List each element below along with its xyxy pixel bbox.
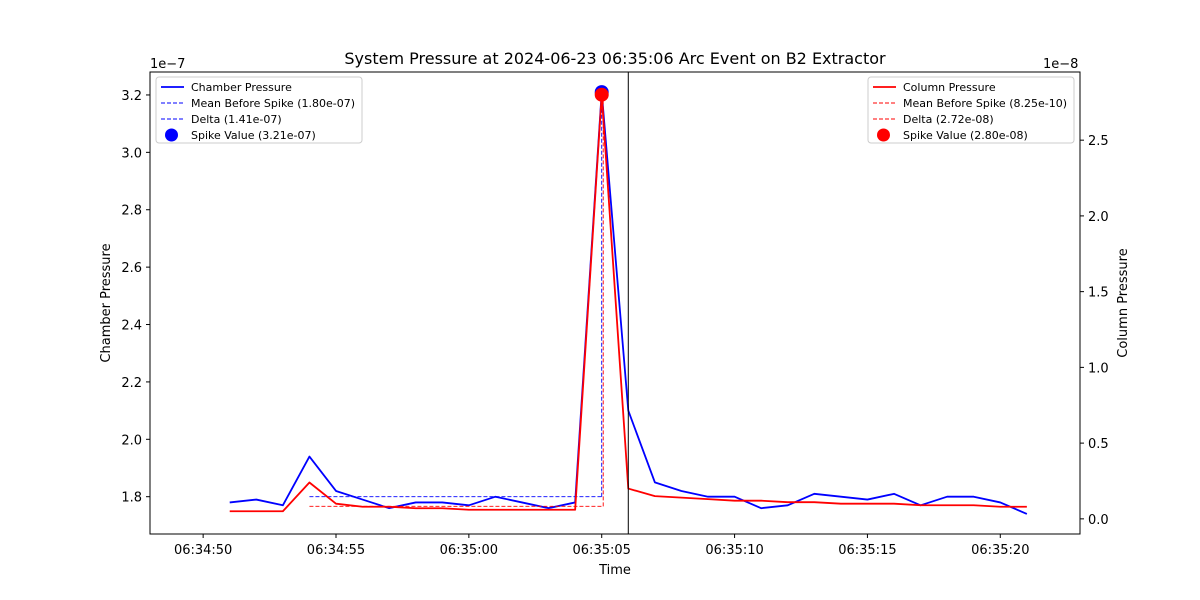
y-axis-right-label: Column Pressure (1116, 248, 1131, 357)
chamber-legend-label: Spike Value (3.21e-07) (191, 129, 316, 142)
chamber-legend-label: Chamber Pressure (191, 81, 292, 94)
y-axis-right-offset: 1e−8 (1043, 57, 1078, 72)
y-right-tick-label: 0.5 (1088, 437, 1109, 452)
chamber-legend-box (155, 76, 363, 144)
chart-data-layer (229, 72, 1028, 534)
y-axis-right: 0.0 0.5 1.0 1.5 2.0 2.5 (1080, 134, 1109, 528)
chart-title: System Pressure at 2024-06-23 06:35:06 A… (344, 49, 886, 68)
column-legend-label: Delta (2.72e-08) (903, 113, 994, 126)
plot-frame (149, 71, 1081, 535)
column-legend-box (867, 76, 1075, 144)
y-left-tick-label: 2.8 (121, 204, 142, 219)
x-tick-label: 06:35:05 (573, 543, 631, 558)
y-right-tick-label: 1.5 (1088, 286, 1109, 301)
column-spike-marker (594, 87, 609, 102)
y-axis-left-label: Chamber Pressure (99, 243, 114, 362)
chamber-legend-label: Delta (1.41e-07) (191, 113, 282, 126)
legend-chamber: Chamber Pressure Mean Before Spike (1.80e… (155, 76, 363, 144)
y-axis-left: 1.8 2.0 2.2 2.4 2.6 2.8 3.0 3.2 (121, 89, 150, 506)
y-left-tick-label: 2.6 (121, 261, 142, 276)
column-legend-label: Column Pressure (903, 81, 996, 94)
y-left-tick-label: 2.0 (121, 433, 142, 448)
y-left-tick-label: 2.4 (121, 319, 142, 334)
column-legend-label: Spike Value (2.80e-08) (903, 129, 1028, 142)
x-tick-label: 06:35:00 (440, 543, 498, 558)
y-left-tick-label: 1.8 (121, 491, 142, 506)
x-tick-label: 06:35:10 (705, 543, 763, 558)
y-left-tick-label: 3.0 (121, 146, 142, 161)
x-axis-label: Time (598, 563, 631, 578)
y-left-tick-label: 2.2 (121, 376, 142, 391)
x-tick-label: 06:34:50 (174, 543, 232, 558)
y-left-tick-label: 3.2 (121, 89, 142, 104)
column-legend-marker-handle (877, 128, 890, 142)
x-tick-label: 06:35:15 (838, 543, 896, 558)
column-legend-label: Mean Before Spike (8.25e-10) (903, 97, 1067, 110)
x-tick-label: 06:35:20 (971, 543, 1029, 558)
chamber-legend-label: Mean Before Spike (1.80e-07) (191, 97, 355, 110)
y-axis-left-offset: 1e−7 (150, 57, 185, 72)
y-right-tick-label: 1.0 (1088, 361, 1109, 376)
legend-column: Column Pressure Mean Before Spike (8.25e-… (867, 76, 1075, 144)
y-right-tick-label: 0.0 (1088, 513, 1109, 528)
chamber-legend-marker-handle (165, 128, 178, 142)
y-right-tick-label: 2.5 (1088, 134, 1109, 149)
x-axis: 06:34:50 06:34:55 06:35:00 06:35:05 06:35:10… (174, 534, 1029, 558)
x-tick-label: 06:34:55 (307, 543, 365, 558)
y-right-tick-label: 2.0 (1088, 210, 1109, 225)
